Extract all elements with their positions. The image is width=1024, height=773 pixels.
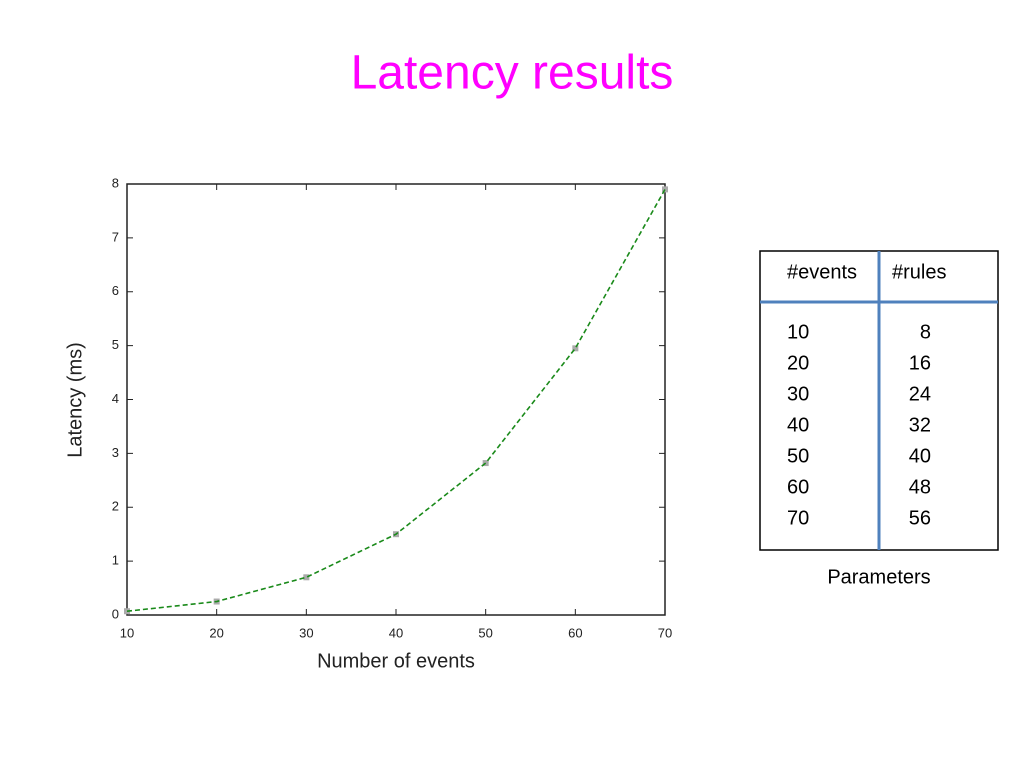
y-tick-label: 7	[112, 229, 119, 244]
table-cell: 40	[909, 445, 931, 467]
x-tick-label: 50	[478, 625, 492, 640]
y-tick-label: 8	[112, 175, 119, 190]
y-tick-label: 4	[112, 391, 119, 406]
x-axis-label: Number of events	[317, 650, 475, 672]
slide-title: Latency results	[351, 47, 674, 100]
table-cell: 20	[787, 352, 809, 374]
table-cell: 10	[787, 321, 809, 343]
x-tick-label: 70	[658, 625, 672, 640]
table-cell: 60	[787, 476, 809, 498]
table-cell: 24	[909, 383, 931, 405]
x-tick-label: 10	[120, 625, 134, 640]
x-tick-label: 60	[568, 625, 582, 640]
marker	[482, 460, 489, 467]
x-tick-label: 40	[389, 625, 403, 640]
table-cell: 30	[787, 383, 809, 405]
y-tick-label: 6	[112, 283, 119, 298]
table-header: #events	[787, 261, 857, 283]
table-header: #rules	[892, 261, 946, 283]
table-cell: 16	[909, 352, 931, 374]
x-tick-label: 20	[209, 625, 223, 640]
table-cell: 32	[909, 414, 931, 436]
table-cell: 70	[787, 507, 809, 529]
marker	[303, 574, 310, 581]
y-tick-label: 2	[112, 499, 119, 514]
table-cell: 48	[909, 476, 931, 498]
y-tick-label: 1	[112, 553, 119, 568]
plot-frame	[126, 183, 666, 616]
y-tick-label: 0	[112, 606, 119, 621]
table-cell: 50	[787, 445, 809, 467]
marker	[572, 345, 579, 352]
y-tick-label: 5	[112, 337, 119, 352]
marker	[662, 186, 668, 193]
y-tick-label: 3	[112, 445, 119, 460]
table-cell: 56	[909, 507, 931, 529]
table-cell: 8	[920, 321, 931, 343]
y-axis-label: Latency (ms)	[64, 342, 86, 458]
x-tick-label: 30	[299, 625, 313, 640]
data-line	[126, 188, 666, 613]
table-caption: Parameters	[827, 566, 930, 588]
table-cell: 40	[787, 414, 809, 436]
